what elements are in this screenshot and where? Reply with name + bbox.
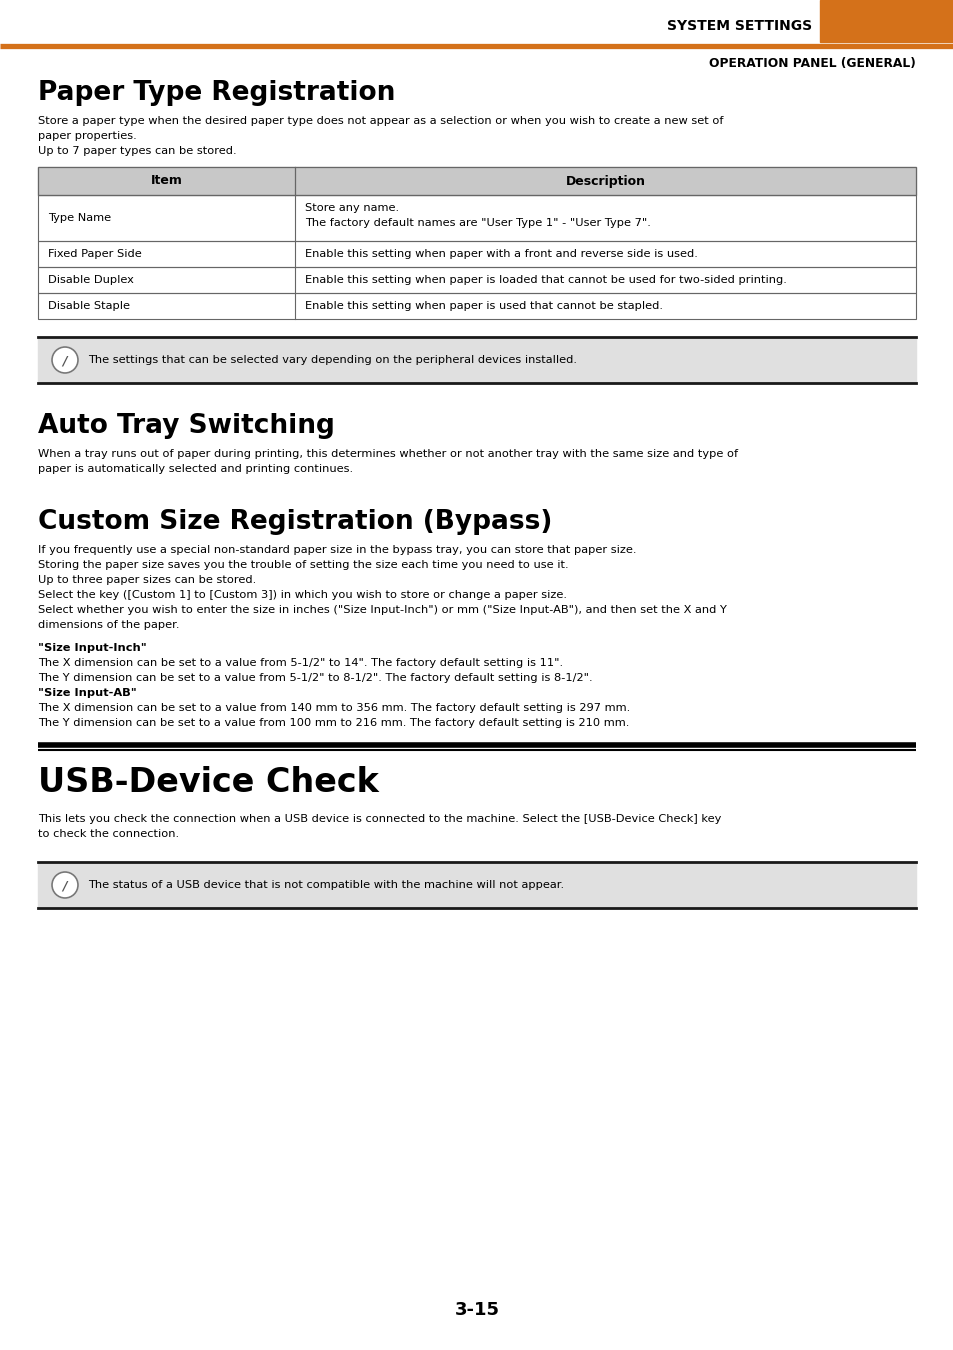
Bar	[38, 167, 915, 194]
Text: Store a paper type when the desired paper type does not appear as a selection or: Store a paper type when the desired pape…	[38, 116, 722, 126]
Text: The Y dimension can be set to a value from 100 mm to 216 mm. The factory default: The Y dimension can be set to a value fr…	[38, 718, 629, 728]
Bar	[38, 293, 915, 319]
Text: Disable Staple: Disable Staple	[48, 301, 130, 310]
Text: Auto Tray Switching: Auto Tray Switching	[38, 413, 335, 439]
Bar	[38, 167, 915, 194]
Text: 3-15: 3-15	[454, 1301, 499, 1319]
Bar	[38, 242, 915, 267]
Bar	[38, 194, 915, 242]
Text: to check the connection.: to check the connection.	[38, 829, 179, 838]
Text: The settings that can be selected vary depending on the peripheral devices insta: The settings that can be selected vary d…	[88, 355, 577, 364]
Circle shape	[52, 347, 78, 373]
Text: /: /	[63, 879, 68, 892]
Bar	[38, 242, 915, 267]
Text: Enable this setting when paper is used that cannot be stapled.: Enable this setting when paper is used t…	[305, 301, 662, 310]
Text: Enable this setting when paper is loaded that cannot be used for two-sided print: Enable this setting when paper is loaded…	[305, 275, 786, 285]
Text: The factory default names are "User Type 1" - "User Type 7".: The factory default names are "User Type…	[305, 217, 650, 228]
Text: If you frequently use a special non-standard paper size in the bypass tray, you : If you frequently use a special non-stan…	[38, 545, 636, 555]
Bar	[38, 338, 915, 383]
Text: Item: Item	[151, 174, 182, 188]
Text: paper is automatically selected and printing continues.: paper is automatically selected and prin…	[38, 464, 353, 474]
Text: Paper Type Registration: Paper Type Registration	[38, 80, 395, 107]
Bar	[38, 194, 915, 242]
Text: Custom Size Registration (Bypass): Custom Size Registration (Bypass)	[38, 509, 552, 535]
Text: Store any name.: Store any name.	[305, 202, 398, 213]
Text: Disable Duplex: Disable Duplex	[48, 275, 133, 285]
Bar	[38, 267, 915, 293]
Text: Up to three paper sizes can be stored.: Up to three paper sizes can be stored.	[38, 575, 256, 585]
Text: SYSTEM SETTINGS: SYSTEM SETTINGS	[666, 19, 811, 32]
Text: The Y dimension can be set to a value from 5-1/2" to 8-1/2". The factory default: The Y dimension can be set to a value fr…	[38, 674, 592, 683]
Text: The X dimension can be set to a value from 5-1/2" to 14". The factory default se: The X dimension can be set to a value fr…	[38, 657, 562, 668]
Text: Select the key ([Custom 1] to [Custom 3]) in which you wish to store or change a: Select the key ([Custom 1] to [Custom 3]…	[38, 590, 566, 599]
Text: Storing the paper size saves you the trouble of setting the size each time you n: Storing the paper size saves you the tro…	[38, 560, 568, 570]
Bar	[38, 293, 915, 319]
Text: Type Name: Type Name	[48, 213, 111, 223]
Text: The X dimension can be set to a value from 140 mm to 356 mm. The factory default: The X dimension can be set to a value fr…	[38, 703, 630, 713]
Text: /: /	[63, 355, 68, 367]
Bar	[820, 0, 953, 42]
Bar	[38, 267, 915, 293]
Text: OPERATION PANEL (GENERAL): OPERATION PANEL (GENERAL)	[708, 57, 915, 69]
Text: The status of a USB device that is not compatible with the machine will not appe: The status of a USB device that is not c…	[88, 880, 563, 890]
Text: Fixed Paper Side: Fixed Paper Side	[48, 248, 142, 259]
Bar	[38, 863, 915, 909]
Text: This lets you check the connection when a USB device is connected to the machine: This lets you check the connection when …	[38, 814, 720, 824]
Text: "Size Input-Inch": "Size Input-Inch"	[38, 643, 147, 653]
Text: Enable this setting when paper with a front and reverse side is used.: Enable this setting when paper with a fr…	[305, 248, 698, 259]
Text: USB-Device Check: USB-Device Check	[38, 765, 378, 799]
Text: "Size Input-AB": "Size Input-AB"	[38, 688, 136, 698]
Text: Select whether you wish to enter the size in inches ("Size Input-Inch") or mm (": Select whether you wish to enter the siz…	[38, 605, 726, 616]
Text: When a tray runs out of paper during printing, this determines whether or not an: When a tray runs out of paper during pri…	[38, 450, 738, 459]
Circle shape	[52, 872, 78, 898]
Text: dimensions of the paper.: dimensions of the paper.	[38, 620, 179, 630]
Text: Up to 7 paper types can be stored.: Up to 7 paper types can be stored.	[38, 146, 236, 157]
Text: paper properties.: paper properties.	[38, 131, 136, 140]
Text: Description: Description	[565, 174, 645, 188]
